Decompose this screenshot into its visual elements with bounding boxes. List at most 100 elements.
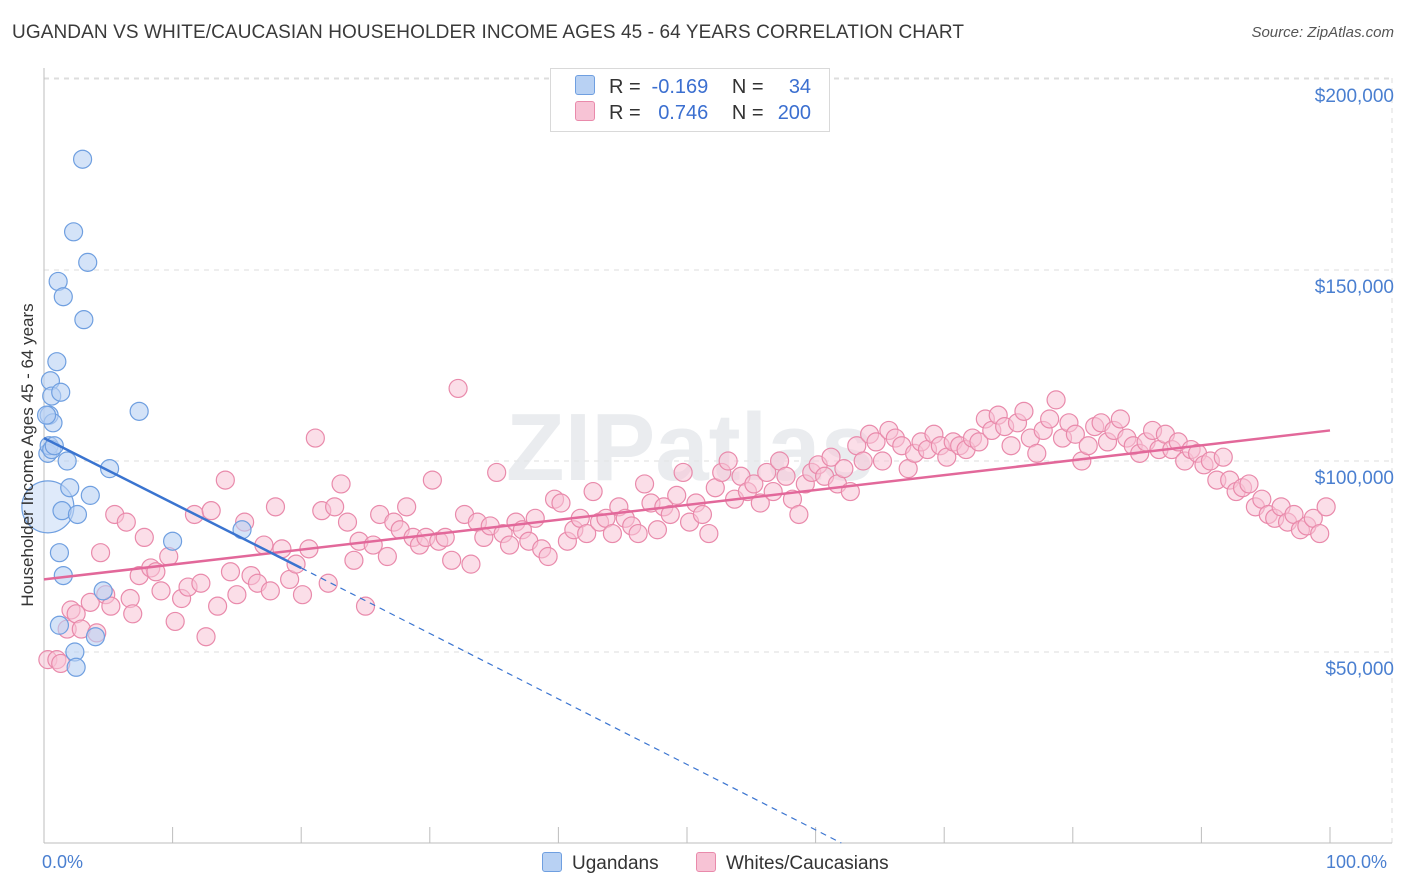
data-point-whites-caucasians	[660, 504, 680, 525]
data-point-whites-caucasians	[834, 459, 854, 479]
trend-line-whites-caucasians	[43, 429, 1331, 581]
data-point-ugandans	[129, 401, 149, 421]
data-point-whites-caucasians	[265, 497, 286, 517]
data-point-whites-caucasians	[628, 523, 648, 544]
data-point-whites-caucasians	[583, 481, 603, 502]
data-point-ugandans	[93, 581, 113, 601]
data-point-whites-caucasians	[1065, 424, 1085, 444]
legend-r-label: R =	[609, 76, 641, 98]
data-point-ugandans	[49, 615, 70, 635]
bottom-legend-label-ugandans: Ugandans	[572, 853, 659, 874]
data-point-whites-caucasians	[718, 451, 738, 471]
data-point-whites-caucasians	[292, 585, 313, 605]
data-point-whites-caucasians	[789, 504, 809, 525]
series-whites-caucasians	[38, 378, 1336, 674]
legend-r-value-ugandans: -0.169	[651, 76, 709, 98]
data-point-whites-caucasians	[215, 470, 235, 490]
data-point-whites-caucasians	[101, 596, 121, 616]
data-point-whites-caucasians	[969, 432, 989, 452]
bottom-legend-ugandans: Ugandans	[542, 852, 659, 875]
data-point-whites-caucasians	[422, 470, 442, 490]
data-point-ugandans	[74, 310, 94, 330]
y-tick-label-150000: $150,000	[1314, 277, 1394, 298]
data-point-whites-caucasians	[1027, 443, 1047, 463]
data-point-whites-caucasians	[750, 493, 770, 513]
data-point-whites-caucasians	[151, 581, 171, 601]
data-point-whites-caucasians	[461, 554, 481, 574]
data-point-whites-caucasians	[1001, 436, 1021, 456]
grid-lines	[44, 77, 1393, 843]
trend-line-ugandans	[43, 436, 302, 570]
y-tick-label-200000: $200,000	[1314, 86, 1394, 107]
data-point-ugandans	[36, 405, 57, 425]
trend-lines	[43, 429, 1331, 844]
data-point-whites-caucasians	[699, 523, 719, 544]
data-point-whites-caucasians	[1239, 474, 1259, 494]
legend-row-whites: R = 0.746 N = 200	[575, 101, 811, 129]
data-point-whites-caucasians	[305, 428, 325, 448]
bottom-legend-swatch-whites	[696, 852, 716, 872]
data-point-whites-caucasians	[1110, 409, 1130, 429]
data-point-whites-caucasians	[448, 378, 468, 399]
data-point-whites-caucasians	[116, 512, 136, 532]
data-point-ugandans	[72, 149, 93, 169]
data-point-whites-caucasians	[647, 520, 668, 540]
data-point-ugandans	[78, 252, 98, 272]
correlation-legend: R = -0.169 N = 34 R = 0.746 N = 200	[550, 68, 830, 132]
trend-line-ugandans-extension	[300, 567, 842, 844]
data-point-whites-caucasians	[227, 585, 247, 605]
data-point-ugandans	[53, 287, 73, 307]
data-point-whites-caucasians	[551, 493, 571, 513]
data-point-whites-caucasians	[318, 573, 338, 593]
bottom-legend-whites: Whites/Caucasians	[696, 852, 889, 875]
data-point-whites-caucasians	[776, 466, 796, 486]
data-point-whites-caucasians	[208, 596, 228, 616]
data-point-whites-caucasians	[220, 562, 241, 582]
data-point-whites-caucasians	[1040, 409, 1060, 429]
data-point-ugandans	[85, 627, 106, 647]
data-point-ugandans	[163, 531, 183, 551]
data-point-whites-caucasians	[1046, 390, 1066, 410]
data-point-ugandans	[47, 352, 67, 372]
data-point-whites-caucasians	[692, 504, 713, 525]
data-point-whites-caucasians	[80, 592, 100, 612]
data-point-whites-caucasians	[673, 462, 693, 483]
data-point-whites-caucasians	[337, 512, 358, 532]
data-point-ugandans	[49, 543, 70, 563]
data-point-whites-caucasians	[577, 523, 597, 544]
data-point-whites-caucasians	[377, 546, 397, 567]
legend-r-value-whites: 0.746	[658, 102, 709, 124]
legend-n-value-ugandans: 34	[788, 76, 812, 98]
legend-swatch-whites	[575, 101, 595, 121]
data-point-whites-caucasians	[634, 474, 655, 494]
y-tick-label-100000: $100,000	[1314, 468, 1394, 489]
data-point-whites-caucasians	[344, 550, 364, 570]
data-point-whites-caucasians	[397, 497, 417, 517]
series-ugandans	[21, 149, 252, 677]
source-label: Source: ZipAtlas.com	[1251, 24, 1394, 41]
data-point-whites-caucasians	[1078, 436, 1098, 456]
data-point-whites-caucasians	[134, 527, 154, 548]
data-point-whites-caucasians	[1213, 447, 1233, 467]
data-point-whites-caucasians	[123, 604, 143, 624]
data-point-whites-caucasians	[331, 474, 351, 494]
data-point-whites-caucasians	[191, 573, 211, 593]
data-point-whites-caucasians	[90, 543, 111, 563]
x-tick-label-min: 0.0%	[42, 852, 84, 872]
data-point-whites-caucasians	[442, 550, 462, 570]
data-point-whites-caucasians	[667, 485, 687, 505]
bottom-legend-label-whites: Whites/Caucasians	[726, 853, 889, 874]
data-point-whites-caucasians	[1316, 497, 1336, 517]
data-point-ugandans	[80, 485, 100, 505]
data-point-ugandans	[60, 478, 80, 498]
data-point-ugandans	[51, 382, 71, 402]
legend-n-value-whites: 200	[777, 102, 812, 124]
data-point-whites-caucasians	[355, 596, 376, 616]
legend-swatch-ugandans	[575, 75, 595, 95]
legend-row-ugandans: R = -0.169 N = 34	[575, 75, 811, 103]
data-point-whites-caucasians	[872, 451, 893, 471]
data-point-whites-caucasians	[821, 447, 841, 467]
data-point-whites-caucasians	[525, 508, 545, 528]
data-point-whites-caucasians	[602, 523, 623, 544]
